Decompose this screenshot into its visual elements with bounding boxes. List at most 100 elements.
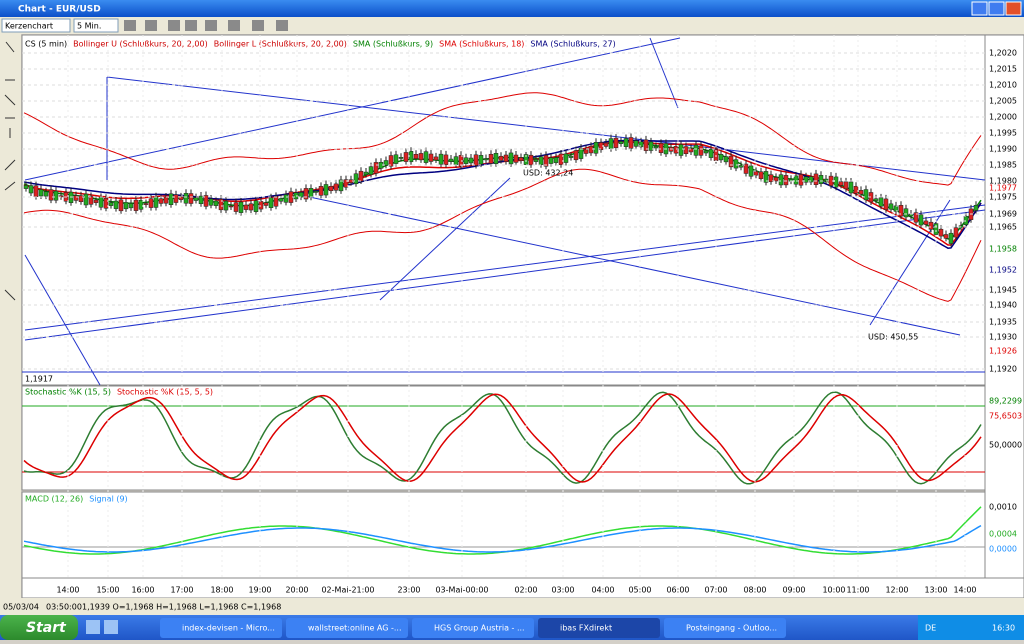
- time-label: 20:00: [285, 586, 308, 595]
- candle-body: [408, 151, 414, 163]
- price-axis: [984, 34, 1024, 579]
- candle-body: [158, 198, 164, 204]
- candle-body: [818, 175, 824, 184]
- candle-body: [883, 198, 889, 210]
- time-label: 05:00: [628, 586, 651, 595]
- price-label: 1,1985: [989, 161, 1017, 170]
- candle-body: [398, 157, 404, 159]
- price-highlight: 1,1952: [989, 266, 1017, 275]
- time-label: 03-Mai-00:00: [435, 586, 488, 595]
- candle-body: [38, 189, 44, 197]
- candle-body: [323, 184, 329, 196]
- candle-body: [878, 197, 884, 207]
- task-button[interactable]: [538, 618, 660, 638]
- legend-entry: SMA (Schlußkurs, 9): [353, 40, 433, 49]
- candle-body: [658, 143, 664, 153]
- price-label: 1,1965: [989, 223, 1017, 232]
- candle-body: [128, 203, 134, 209]
- candle-body: [548, 157, 554, 164]
- candle-body: [113, 200, 119, 209]
- signal-line: [23, 524, 982, 553]
- candle-body: [488, 153, 494, 164]
- candle-body: [533, 159, 539, 162]
- start-label: Start: [26, 620, 67, 636]
- stoch-label: 50,0000: [989, 441, 1022, 450]
- candle-body: [963, 215, 969, 226]
- time-label: 19:00: [248, 586, 271, 595]
- price-highlight: 1,1926: [989, 347, 1017, 356]
- chart-type-select[interactable]: [1, 18, 71, 33]
- close[interactable]: [1005, 1, 1022, 16]
- tool-icons: [4, 41, 16, 301]
- task-button[interactable]: [664, 618, 786, 638]
- candle-body: [918, 214, 924, 226]
- stoch-d: [23, 393, 982, 483]
- start-button[interactable]: [0, 615, 78, 640]
- status-ohlc: 1,1939 O=1,1968 H=1,1968 L=1,1968 C=1,19…: [82, 603, 281, 612]
- candle-body: [618, 141, 624, 144]
- candle-body: [813, 173, 819, 185]
- candle-body: [528, 154, 534, 166]
- candle-body: [483, 158, 489, 161]
- candle-body: [913, 212, 919, 223]
- task-button[interactable]: [412, 618, 534, 638]
- candle-body: [513, 154, 519, 163]
- maximize[interactable]: [988, 1, 1005, 16]
- candle-body: [423, 151, 429, 163]
- candle-body: [778, 174, 784, 186]
- candle-body: [168, 193, 174, 205]
- candle-body: [803, 176, 809, 183]
- legend-entry: Stochastic %K (15, 5, 5): [117, 388, 213, 397]
- minimize[interactable]: [971, 1, 988, 16]
- candle-body: [383, 160, 389, 166]
- candle-body: [933, 223, 939, 235]
- price-label: 1,1920: [989, 365, 1017, 374]
- macd-label: 0,0000: [989, 545, 1017, 554]
- candle-body: [433, 156, 439, 161]
- candle-body: [353, 173, 359, 185]
- candle-body: [428, 153, 434, 162]
- legend-entry: MACD (12, 26): [25, 495, 83, 504]
- interval-select[interactable]: [73, 18, 119, 33]
- time-label: 02:00: [514, 586, 537, 595]
- candle-body: [23, 185, 29, 189]
- candle-body: [98, 197, 104, 208]
- candle-body: [258, 201, 264, 210]
- time-label: 03:00: [551, 586, 574, 595]
- candle-body: [638, 141, 644, 148]
- candle-body: [633, 140, 639, 147]
- candle-body: [728, 155, 734, 168]
- price-label: 1,1945: [989, 286, 1017, 295]
- macd-label: 0,0004: [989, 530, 1017, 539]
- title-bar: [0, 0, 1024, 17]
- candle-body: [698, 145, 704, 156]
- candle-body: [413, 154, 419, 159]
- price-label: 1,2015: [989, 65, 1017, 74]
- candle-body: [328, 186, 334, 192]
- candle-body: [363, 171, 369, 175]
- candle-body: [273, 196, 279, 207]
- candle-body: [673, 146, 679, 154]
- candle-body: [298, 192, 304, 198]
- task-button[interactable]: [160, 618, 282, 638]
- candle-body: [268, 197, 274, 208]
- candle-body: [148, 198, 154, 208]
- time-label: 12:00: [885, 586, 908, 595]
- candle-body: [368, 166, 374, 175]
- candle-body: [203, 195, 209, 207]
- candle-body: [333, 183, 339, 191]
- annotation: USD: 450,55: [868, 333, 918, 342]
- candle-body: [138, 200, 144, 210]
- candle-body: [768, 174, 774, 183]
- candle-body: [783, 175, 789, 186]
- toolbar-icons: [124, 20, 288, 31]
- task-button[interactable]: [286, 618, 408, 638]
- candle-body: [773, 177, 779, 182]
- interval: 5 Min.: [77, 22, 101, 31]
- candle-body: [833, 176, 839, 188]
- candle-body: [233, 202, 239, 212]
- candle-body: [438, 153, 444, 165]
- time-label: 06:00: [666, 586, 689, 595]
- candle-body: [603, 142, 609, 147]
